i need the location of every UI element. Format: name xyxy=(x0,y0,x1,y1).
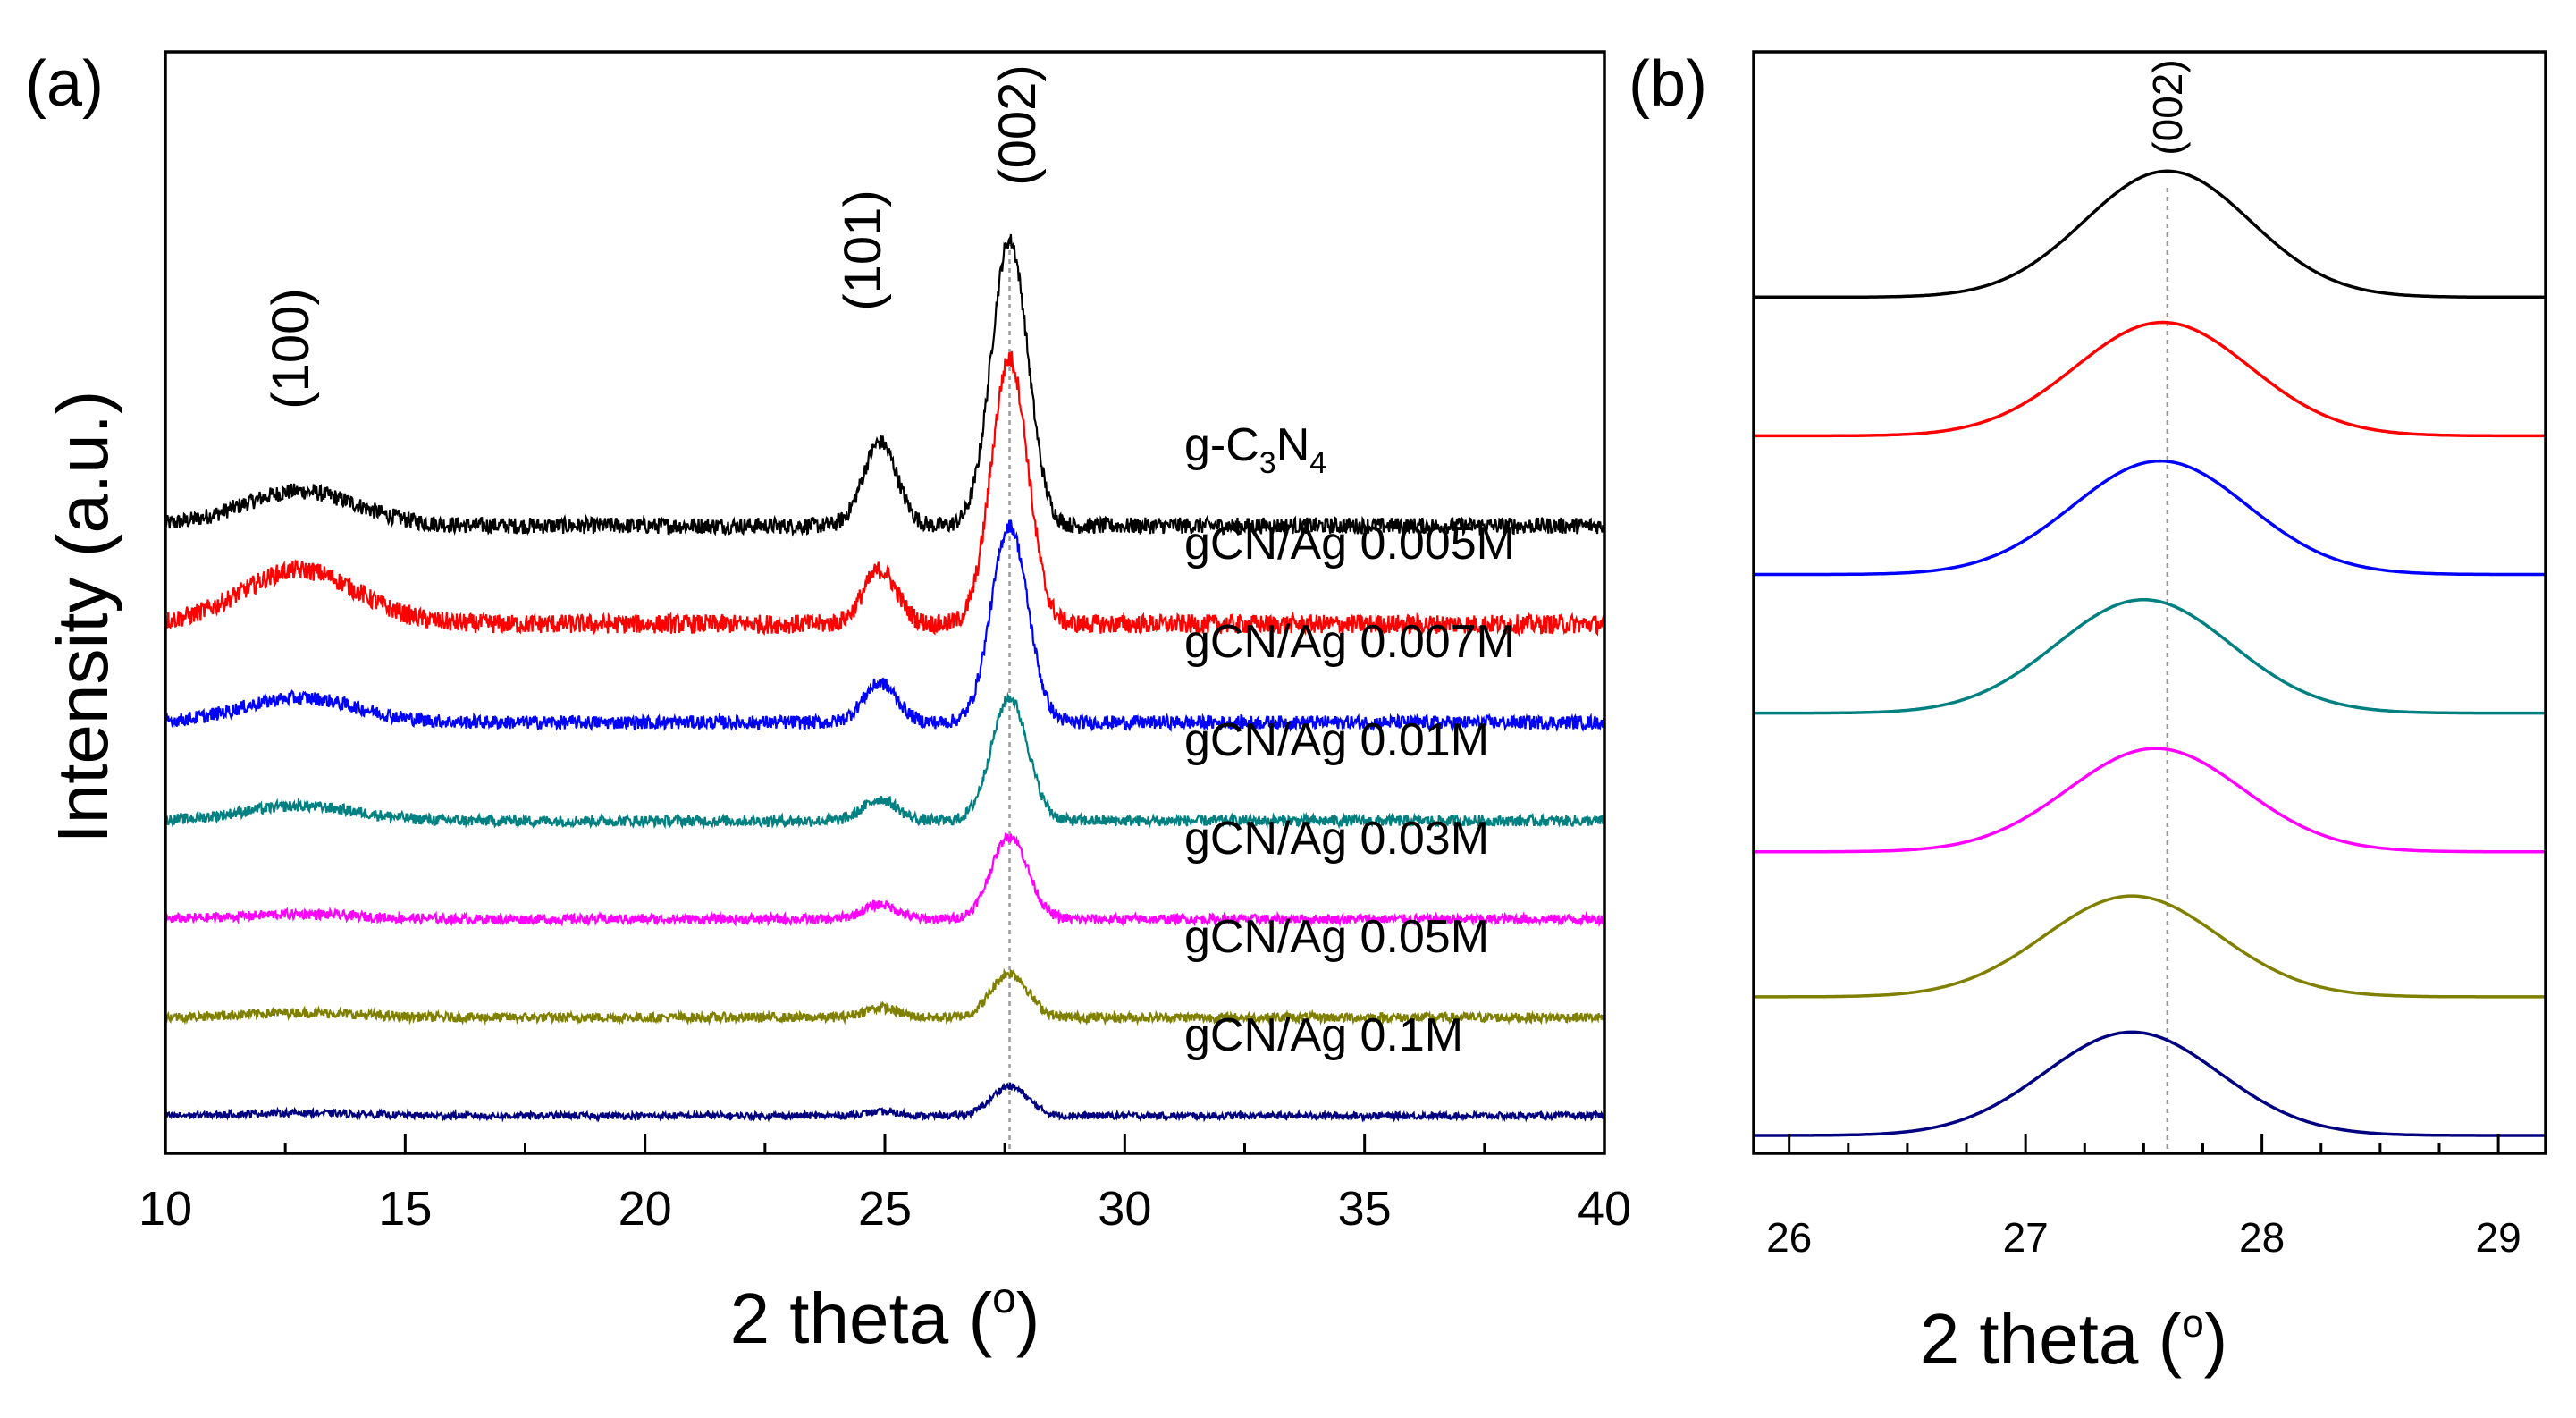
panel-a-frame xyxy=(164,50,1606,1155)
panel-b-series-line-2 xyxy=(1754,459,2546,577)
panel-a-series-label-4: gCN/Ag 0.03M xyxy=(1184,813,1489,865)
panel-b-series-line-3 xyxy=(1754,597,2546,715)
panel-a-tick-label: 35 xyxy=(1338,1182,1392,1236)
panel-a-tick-label: 20 xyxy=(619,1182,672,1236)
series-label-part: N xyxy=(1276,419,1310,471)
panel-a-series-line-6 xyxy=(164,1082,1605,1123)
panel-a-tick-label: 25 xyxy=(858,1182,912,1236)
panel-a-tick-label: 10 xyxy=(139,1182,192,1236)
panel-a: (a) g-C3N4 gCN/Ag 0.005M gCN/Ag 0.007M gCN/… xyxy=(25,48,1631,1358)
panel-a-x-axis-title: 2 theta (o) xyxy=(730,1275,1040,1358)
panel-a-series-line-5 xyxy=(164,967,1605,1026)
panel-b-series-line-1 xyxy=(1754,320,2546,438)
panel-a-x-title-close: ) xyxy=(1016,1279,1040,1358)
panel-b-frame xyxy=(1752,50,2547,1155)
panel-a-series-line-3 xyxy=(164,691,1605,830)
panel-a-series-label-0: g-C3N4 xyxy=(1184,419,1326,480)
panel-b-series-line-0 xyxy=(1754,169,2546,300)
panel-a-series-label-2: gCN/Ag 0.007M xyxy=(1184,616,1515,668)
panel-b-series-line-5 xyxy=(1754,894,2546,999)
panel-a-series-line-0 xyxy=(164,233,1605,537)
panel-a-series-label-3: gCN/Ag 0.01M xyxy=(1184,714,1489,766)
panel-a-peak-label-0: (100) xyxy=(262,288,320,409)
panel-a-series-line-2 xyxy=(164,519,1605,733)
panel-b-series-line-6 xyxy=(1754,1030,2546,1137)
panel-b-tick-label: 26 xyxy=(1766,1214,1812,1261)
panel-a-tick-label: 30 xyxy=(1098,1182,1151,1236)
series-label-part: 4 xyxy=(1309,446,1326,480)
panel-a-series-line-4 xyxy=(164,832,1605,928)
panel-a-tick-label: 15 xyxy=(378,1182,432,1236)
panel-b-tick-label: 28 xyxy=(2239,1214,2285,1261)
panel-b-x-ticks: 26 27 28 29 xyxy=(1766,1134,2521,1261)
panel-b-plot-area: (002) xyxy=(1754,59,2546,1153)
panel-b-tick-label: 27 xyxy=(2003,1214,2049,1261)
panel-a-plot-area: g-C3N4 gCN/Ag 0.005M gCN/Ag 0.007M gCN/Ag 0… xyxy=(164,64,1605,1153)
panel-a-y-axis-title: Intensity (a.u.) xyxy=(43,391,122,844)
panel-b-x-title-sup: o xyxy=(2182,1302,2203,1346)
panel-b-x-title-close: ) xyxy=(2204,1299,2228,1379)
panel-b-peak-label: (002) xyxy=(2144,59,2191,155)
panel-b-series-line-4 xyxy=(1754,747,2546,854)
panel-a-peak-label-2: (002) xyxy=(989,64,1047,185)
panel-a-series-label-6: gCN/Ag 0.1M xyxy=(1184,1009,1463,1061)
panel-a-label: (a) xyxy=(25,48,104,120)
panel-a-tick-label: 40 xyxy=(1578,1182,1631,1236)
panel-a-series-line-1 xyxy=(164,350,1605,637)
panel-a-x-title-main: 2 theta ( xyxy=(730,1279,993,1358)
panel-b: (b) (002) 26 27 28 29 2 theta (o) xyxy=(1629,48,2547,1379)
series-label-part: g-C xyxy=(1184,419,1259,471)
panel-b-x-title-main: 2 theta ( xyxy=(1920,1299,2183,1379)
panel-a-x-title-sup: o xyxy=(992,1275,1016,1322)
series-label-part: 3 xyxy=(1259,446,1276,480)
panel-b-tick-label: 29 xyxy=(2476,1214,2521,1261)
panel-a-x-ticks: 10 15 20 25 30 35 40 xyxy=(139,1134,1631,1236)
panel-b-x-axis-title: 2 theta (o) xyxy=(1920,1299,2228,1379)
panel-a-series-label-1: gCN/Ag 0.005M xyxy=(1184,518,1515,570)
panel-b-label: (b) xyxy=(1629,48,1707,120)
panel-a-series-label-5: gCN/Ag 0.05M xyxy=(1184,911,1489,963)
panel-a-peak-label-1: (101) xyxy=(834,190,892,310)
